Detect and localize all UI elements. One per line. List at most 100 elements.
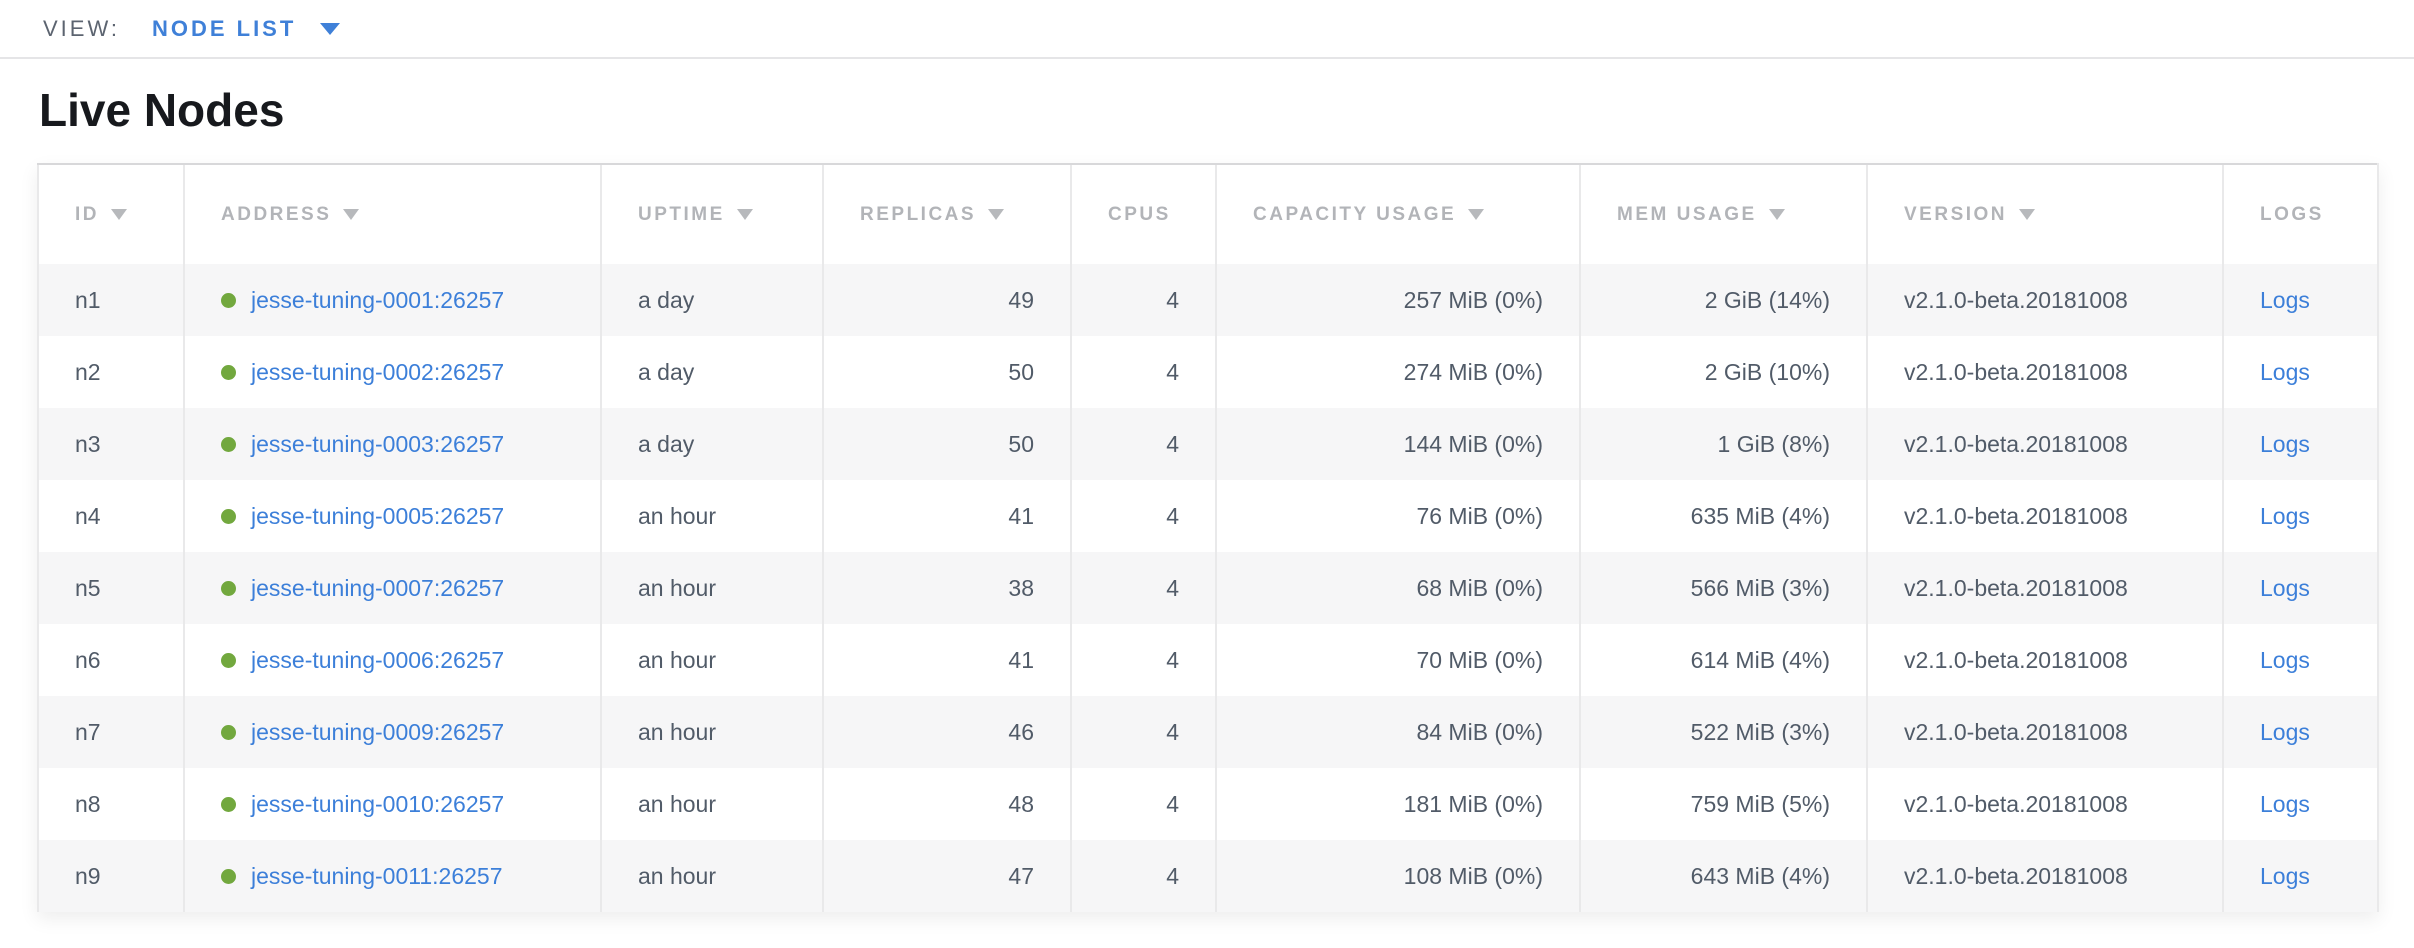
address-cell: jesse-tuning-0005:26257 xyxy=(184,480,601,552)
column-header-label: UPTIME xyxy=(638,204,725,225)
replicas-cell: 50 xyxy=(823,336,1071,408)
table-row: n4jesse-tuning-0005:26257an hour41476 Mi… xyxy=(38,480,2378,552)
view-selected-value: NODE LIST xyxy=(152,16,296,42)
table-row: n3jesse-tuning-0003:26257a day504144 MiB… xyxy=(38,408,2378,480)
logs-link[interactable]: Logs xyxy=(2260,287,2310,313)
page-title: Live Nodes xyxy=(39,86,2377,134)
address-cell: jesse-tuning-0006:26257 xyxy=(184,624,601,696)
cpus-cell: 4 xyxy=(1071,696,1216,768)
address-cell: jesse-tuning-0002:26257 xyxy=(184,336,601,408)
replicas-cell: 46 xyxy=(823,696,1071,768)
node-healthy-dot-icon xyxy=(221,581,236,596)
column-header-capacity[interactable]: CAPACITY USAGE xyxy=(1216,164,1580,264)
column-header-label: VERSION xyxy=(1904,204,2007,225)
column-header-uptime[interactable]: UPTIME xyxy=(601,164,823,264)
chevron-down-icon xyxy=(320,23,340,35)
logs-cell: Logs xyxy=(2223,408,2378,480)
view-selector-dropdown[interactable]: NODE LIST xyxy=(152,16,340,42)
node-healthy-dot-icon xyxy=(221,437,236,452)
address-link[interactable]: jesse-tuning-0009:26257 xyxy=(251,719,504,746)
mem-cell: 522 MiB (3%) xyxy=(1580,696,1867,768)
view-bar: VIEW: NODE LIST xyxy=(0,0,2414,59)
id-cell: n2 xyxy=(38,336,184,408)
address-link[interactable]: jesse-tuning-0003:26257 xyxy=(251,431,504,458)
column-header-label: CAPACITY USAGE xyxy=(1253,204,1456,225)
cpus-cell: 4 xyxy=(1071,408,1216,480)
sort-desc-icon xyxy=(2019,209,2035,220)
replicas-cell: 47 xyxy=(823,840,1071,912)
uptime-cell: an hour xyxy=(601,480,823,552)
logs-link[interactable]: Logs xyxy=(2260,863,2310,889)
address-link[interactable]: jesse-tuning-0006:26257 xyxy=(251,647,504,674)
version-cell: v2.1.0-beta.20181008 xyxy=(1867,336,2223,408)
node-healthy-dot-icon xyxy=(221,725,236,740)
node-healthy-dot-icon xyxy=(221,365,236,380)
uptime-cell: an hour xyxy=(601,840,823,912)
address-cell: jesse-tuning-0007:26257 xyxy=(184,552,601,624)
address-link[interactable]: jesse-tuning-0007:26257 xyxy=(251,575,504,602)
logs-cell: Logs xyxy=(2223,768,2378,840)
logs-link[interactable]: Logs xyxy=(2260,503,2310,529)
logs-cell: Logs xyxy=(2223,480,2378,552)
version-cell: v2.1.0-beta.20181008 xyxy=(1867,624,2223,696)
replicas-cell: 48 xyxy=(823,768,1071,840)
logs-link[interactable]: Logs xyxy=(2260,719,2310,745)
capacity-cell: 108 MiB (0%) xyxy=(1216,840,1580,912)
logs-cell: Logs xyxy=(2223,264,2378,336)
mem-cell: 1 GiB (8%) xyxy=(1580,408,1867,480)
column-header-cpus: CPUS xyxy=(1071,164,1216,264)
node-healthy-dot-icon xyxy=(221,869,236,884)
id-cell: n9 xyxy=(38,840,184,912)
capacity-cell: 257 MiB (0%) xyxy=(1216,264,1580,336)
cpus-cell: 4 xyxy=(1071,552,1216,624)
table-row: n7jesse-tuning-0009:26257an hour46484 Mi… xyxy=(38,696,2378,768)
version-cell: v2.1.0-beta.20181008 xyxy=(1867,552,2223,624)
column-header-mem[interactable]: MEM USAGE xyxy=(1580,164,1867,264)
logs-cell: Logs xyxy=(2223,336,2378,408)
address-link[interactable]: jesse-tuning-0011:26257 xyxy=(251,863,502,890)
mem-cell: 614 MiB (4%) xyxy=(1580,624,1867,696)
mem-cell: 2 GiB (14%) xyxy=(1580,264,1867,336)
cpus-cell: 4 xyxy=(1071,480,1216,552)
node-healthy-dot-icon xyxy=(221,797,236,812)
column-header-label: REPLICAS xyxy=(860,204,976,225)
address-link[interactable]: jesse-tuning-0001:26257 xyxy=(251,287,504,314)
mem-cell: 643 MiB (4%) xyxy=(1580,840,1867,912)
replicas-cell: 49 xyxy=(823,264,1071,336)
logs-link[interactable]: Logs xyxy=(2260,359,2310,385)
logs-link[interactable]: Logs xyxy=(2260,791,2310,817)
logs-link[interactable]: Logs xyxy=(2260,647,2310,673)
mem-cell: 635 MiB (4%) xyxy=(1580,480,1867,552)
address-cell: jesse-tuning-0011:26257 xyxy=(184,840,601,912)
column-header-address[interactable]: ADDRESS xyxy=(184,164,601,264)
logs-cell: Logs xyxy=(2223,696,2378,768)
live-nodes-table: ID ADDRESS UPTIME REPLICAS CPUS CAPACITY USAG… xyxy=(37,163,2379,912)
logs-link[interactable]: Logs xyxy=(2260,431,2310,457)
uptime-cell: a day xyxy=(601,336,823,408)
address-link[interactable]: jesse-tuning-0005:26257 xyxy=(251,503,504,530)
node-healthy-dot-icon xyxy=(221,509,236,524)
address-link[interactable]: jesse-tuning-0002:26257 xyxy=(251,359,504,386)
column-header-label: MEM USAGE xyxy=(1617,204,1757,225)
column-header-label: ADDRESS xyxy=(221,204,331,225)
column-header-replicas[interactable]: REPLICAS xyxy=(823,164,1071,264)
uptime-cell: an hour xyxy=(601,552,823,624)
cpus-cell: 4 xyxy=(1071,624,1216,696)
logs-link[interactable]: Logs xyxy=(2260,575,2310,601)
uptime-cell: an hour xyxy=(601,624,823,696)
table-row: n1jesse-tuning-0001:26257a day494257 MiB… xyxy=(38,264,2378,336)
id-cell: n3 xyxy=(38,408,184,480)
column-header-version[interactable]: VERSION xyxy=(1867,164,2223,264)
address-link[interactable]: jesse-tuning-0010:26257 xyxy=(251,791,504,818)
capacity-cell: 274 MiB (0%) xyxy=(1216,336,1580,408)
logs-cell: Logs xyxy=(2223,552,2378,624)
sort-desc-icon xyxy=(111,209,127,220)
table-row: n8jesse-tuning-0010:26257an hour484181 M… xyxy=(38,768,2378,840)
id-cell: n8 xyxy=(38,768,184,840)
main-content: Live Nodes ID ADDRESS UPTIME REPLICAS CPUS CA… xyxy=(0,86,2414,912)
capacity-cell: 181 MiB (0%) xyxy=(1216,768,1580,840)
column-header-label: CPUS xyxy=(1108,204,1171,225)
version-cell: v2.1.0-beta.20181008 xyxy=(1867,768,2223,840)
table-row: n2jesse-tuning-0002:26257a day504274 MiB… xyxy=(38,336,2378,408)
column-header-id[interactable]: ID xyxy=(38,164,184,264)
